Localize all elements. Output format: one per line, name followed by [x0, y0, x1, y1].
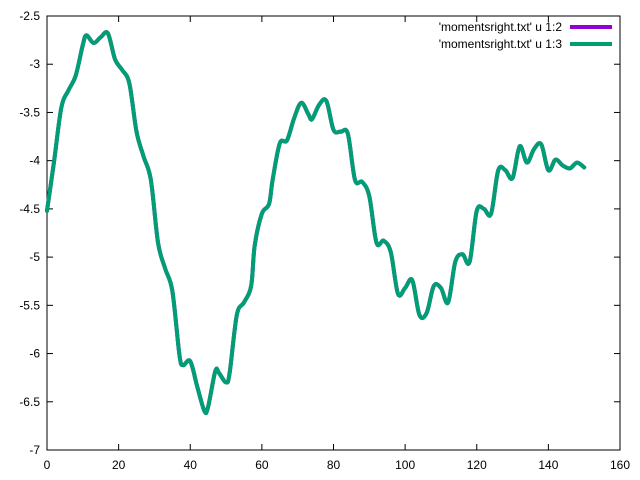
- x-tick-label: 20: [112, 458, 126, 472]
- y-tick-label: -2.5: [19, 9, 40, 23]
- x-tick-label: 160: [610, 458, 630, 472]
- y-tick-label: -6.5: [19, 395, 40, 409]
- x-axis: 0 20 40 60 80 100 120 140 160: [44, 16, 630, 472]
- y-tick-label: -6: [29, 347, 40, 361]
- y-tick-label: -5: [29, 250, 40, 264]
- legend-label-series-1: 'momentsright.txt' u 1:2: [439, 20, 563, 34]
- plot-frame: [46, 15, 621, 451]
- y-tick-label: -5.5: [19, 298, 40, 312]
- x-tick-label: 60: [255, 458, 269, 472]
- x-tick-label: 0: [44, 458, 51, 472]
- x-tick-label: 120: [467, 458, 487, 472]
- series-line-1: [45, 30, 587, 416]
- y-tick-label: -4: [29, 154, 40, 168]
- series-layer: [45, 30, 587, 416]
- y-axis: -2.5 -3 -3.5 -4 -4.5 -5 -5.5 -6 -6.5 -7: [19, 9, 620, 457]
- x-tick-label: 140: [538, 458, 558, 472]
- x-tick-label: 80: [327, 458, 341, 472]
- y-tick-label: -3: [29, 57, 40, 71]
- legend: 'momentsright.txt' u 1:2 'momentsright.t…: [439, 20, 612, 51]
- y-tick-label: -4.5: [19, 202, 40, 216]
- x-tick-label: 100: [395, 458, 415, 472]
- series-line-2: [45, 30, 587, 416]
- x-tick-label: 40: [184, 458, 198, 472]
- y-tick-label: -3.5: [19, 105, 40, 119]
- y-tick-label: -7: [29, 443, 40, 457]
- legend-label-series-2: 'momentsright.txt' u 1:3: [439, 37, 563, 51]
